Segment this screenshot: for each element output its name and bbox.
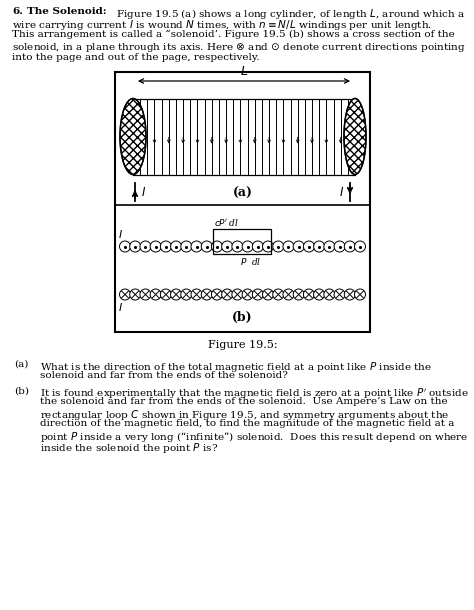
Text: The Solenoid:: The Solenoid: bbox=[27, 7, 107, 16]
Circle shape bbox=[222, 241, 233, 252]
Text: solenoid and far from the ends of the solenoid?: solenoid and far from the ends of the so… bbox=[40, 371, 288, 380]
Text: What is the direction of the total magnetic field at a point like $P$ inside the: What is the direction of the total magne… bbox=[40, 360, 432, 374]
Circle shape bbox=[283, 241, 294, 252]
Circle shape bbox=[242, 241, 253, 252]
Text: $I$: $I$ bbox=[118, 228, 123, 240]
Circle shape bbox=[355, 289, 365, 300]
Circle shape bbox=[171, 289, 182, 300]
Circle shape bbox=[283, 289, 294, 300]
Circle shape bbox=[160, 241, 172, 252]
Circle shape bbox=[314, 241, 325, 252]
Text: (b): (b) bbox=[14, 386, 29, 395]
Circle shape bbox=[160, 289, 172, 300]
Text: Figure 19.5 (a) shows a long cylinder, of length $L$, around which a: Figure 19.5 (a) shows a long cylinder, o… bbox=[113, 7, 465, 21]
Text: (a): (a) bbox=[233, 187, 253, 200]
Circle shape bbox=[130, 289, 141, 300]
Text: inside the solenoid the point $P$ is?: inside the solenoid the point $P$ is? bbox=[40, 442, 218, 456]
Text: Figure 19.5:: Figure 19.5: bbox=[208, 340, 277, 350]
Text: rectangular loop $C$ shown in Figure 19.5, and symmetry arguments about the: rectangular loop $C$ shown in Figure 19.… bbox=[40, 409, 449, 422]
Circle shape bbox=[252, 289, 264, 300]
Text: the solenoid and far from the ends of the solenoid.  Use Ampere’s Law on the: the solenoid and far from the ends of th… bbox=[40, 397, 447, 406]
Circle shape bbox=[181, 241, 192, 252]
Circle shape bbox=[211, 241, 222, 252]
Circle shape bbox=[334, 289, 345, 300]
Text: solenoid, in a plane through its axis. Here $\otimes$ and $\odot$ denote current: solenoid, in a plane through its axis. H… bbox=[12, 41, 466, 54]
Circle shape bbox=[181, 289, 192, 300]
Circle shape bbox=[303, 289, 314, 300]
Text: $P$  dl: $P$ dl bbox=[240, 256, 262, 267]
Circle shape bbox=[171, 241, 182, 252]
Circle shape bbox=[150, 241, 161, 252]
Text: 6.: 6. bbox=[12, 7, 23, 16]
Text: It is found experimentally that the magnetic field is zero at a point like $P'$ : It is found experimentally that the magn… bbox=[40, 386, 469, 401]
Circle shape bbox=[201, 241, 212, 252]
Circle shape bbox=[324, 289, 335, 300]
Circle shape bbox=[232, 289, 243, 300]
Ellipse shape bbox=[120, 98, 146, 174]
Text: $I$: $I$ bbox=[339, 185, 344, 198]
Circle shape bbox=[222, 289, 233, 300]
Circle shape bbox=[232, 241, 243, 252]
Circle shape bbox=[263, 289, 273, 300]
Circle shape bbox=[344, 289, 356, 300]
Circle shape bbox=[273, 289, 284, 300]
Circle shape bbox=[130, 241, 141, 252]
Circle shape bbox=[324, 241, 335, 252]
Text: wire carrying current $I$ is wound $N$ times, with $n \equiv N/L$ windings per u: wire carrying current $I$ is wound $N$ t… bbox=[12, 18, 432, 32]
Ellipse shape bbox=[344, 98, 366, 174]
Circle shape bbox=[355, 241, 365, 252]
Text: point $P$ inside a very long (“infinite”) solenoid.  Does this result depend on : point $P$ inside a very long (“infinite”… bbox=[40, 431, 468, 445]
Text: $P'$ dl: $P'$ dl bbox=[219, 217, 240, 228]
Text: This arrangement is called a “solenoid’. Figure 19.5 (b) shows a cross section o: This arrangement is called a “solenoid’.… bbox=[12, 30, 455, 39]
Text: (b): (b) bbox=[232, 311, 253, 324]
Circle shape bbox=[140, 289, 151, 300]
Circle shape bbox=[119, 289, 130, 300]
Circle shape bbox=[201, 289, 212, 300]
Circle shape bbox=[273, 241, 284, 252]
Bar bbox=[213, 229, 272, 254]
Text: into the page and out of the page, respectively.: into the page and out of the page, respe… bbox=[12, 53, 260, 62]
Circle shape bbox=[252, 241, 264, 252]
Circle shape bbox=[191, 241, 202, 252]
Circle shape bbox=[293, 289, 304, 300]
Circle shape bbox=[334, 241, 345, 252]
Circle shape bbox=[344, 241, 356, 252]
Circle shape bbox=[303, 241, 314, 252]
Text: (a): (a) bbox=[14, 360, 28, 369]
Circle shape bbox=[119, 241, 130, 252]
Text: direction of the magnetic field, to find the magnitude of the magnetic field at : direction of the magnetic field, to find… bbox=[40, 420, 455, 428]
Circle shape bbox=[140, 241, 151, 252]
Bar bbox=[115, 72, 370, 332]
Text: $c$: $c$ bbox=[215, 218, 221, 228]
Text: $I$: $I$ bbox=[118, 301, 123, 313]
Circle shape bbox=[314, 289, 325, 300]
Circle shape bbox=[242, 289, 253, 300]
Circle shape bbox=[191, 289, 202, 300]
Text: $I$: $I$ bbox=[141, 185, 146, 198]
Circle shape bbox=[293, 241, 304, 252]
Text: $L$: $L$ bbox=[240, 65, 248, 78]
Circle shape bbox=[263, 241, 273, 252]
Circle shape bbox=[150, 289, 161, 300]
Circle shape bbox=[211, 289, 222, 300]
